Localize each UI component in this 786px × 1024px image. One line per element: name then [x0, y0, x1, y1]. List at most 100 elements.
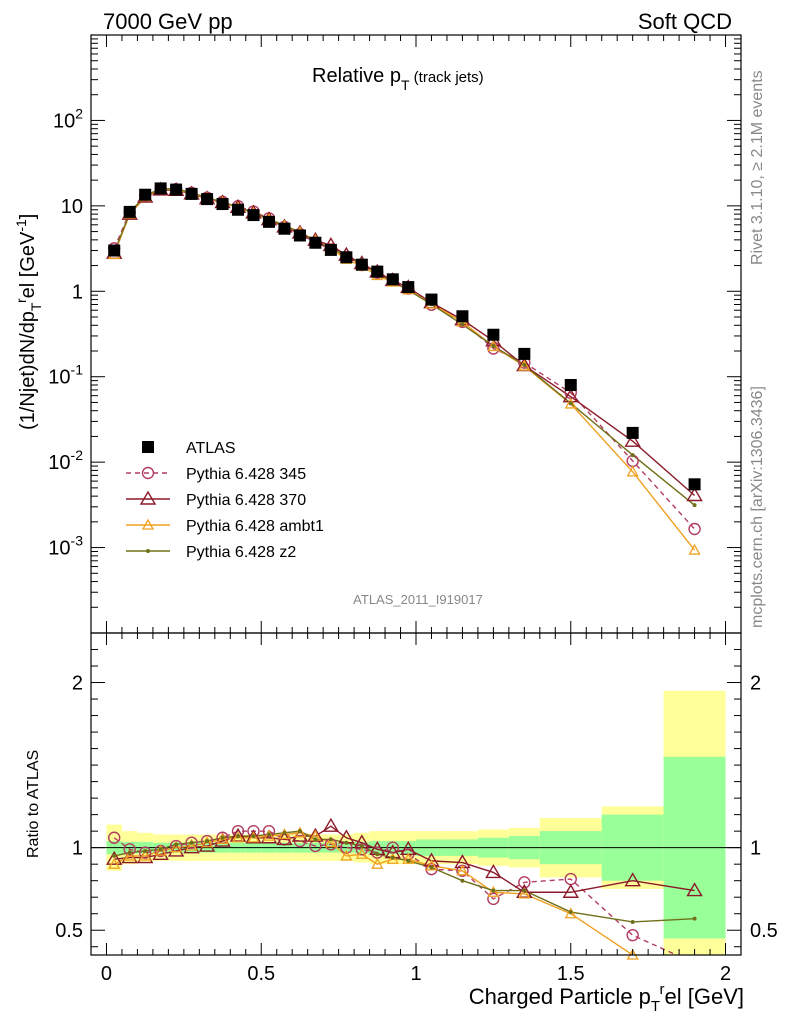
- atlas-point: [201, 193, 214, 206]
- mc-ratio-point: [456, 864, 469, 876]
- mc-ratio-point: [686, 882, 703, 897]
- legend: ATLAS Pythia 6.428 345 Pythia 6.428 370 Pyt…: [126, 440, 324, 561]
- mc-line-main: [113, 188, 696, 506]
- y-tick-label: 10-3: [48, 533, 83, 560]
- mc-point: [692, 503, 697, 508]
- atlas-point: [247, 209, 260, 222]
- mc-ratio-point: [386, 852, 399, 864]
- ratio-y-tick-label-right: 2: [750, 673, 761, 695]
- atlas-point: [185, 187, 198, 200]
- legend-label: Pythia 6.428 ambt1: [186, 518, 324, 535]
- atlas-point: [154, 182, 167, 195]
- x-tick-label: 1: [410, 963, 421, 985]
- mc-point: [624, 432, 641, 447]
- mc-ratio-point: [105, 850, 123, 865]
- x-tick-label: 0.5: [247, 963, 275, 985]
- mc-ratio-point: [154, 844, 167, 856]
- rivet-label: Rivet 3.1.10, ≥ 2.1M events: [749, 70, 766, 265]
- x-tick-label: 1.5: [557, 963, 585, 985]
- mc-point: [460, 322, 465, 327]
- mc-ratio-point: [355, 843, 369, 856]
- atlas-point: [309, 236, 322, 249]
- atlas-point: [518, 347, 531, 360]
- mc-point: [686, 487, 703, 502]
- legend-marker: [141, 518, 155, 530]
- ratio-frame: [90, 632, 742, 956]
- atlas-point: [123, 205, 136, 218]
- atlas-point: [402, 281, 415, 294]
- mc-point: [518, 359, 531, 371]
- mc-ratio-point: [313, 837, 318, 842]
- mc-point: [564, 397, 577, 409]
- y-axis-label: (1/Njet)dN/dpTrel [GeV-1]: [13, 214, 44, 430]
- y-tick-label: 1: [72, 281, 83, 303]
- mc-ratio-point: [406, 858, 411, 863]
- mc-ratio-point: [568, 910, 573, 915]
- mc-point: [568, 401, 573, 406]
- mc-ratio-point: [200, 836, 214, 848]
- mc-ratio-point: [112, 853, 117, 858]
- legend-marker: [146, 549, 150, 553]
- mc-ratio-point: [189, 840, 194, 845]
- legend-label: Pythia 6.428 370: [186, 492, 306, 509]
- mc-ratio-point: [344, 840, 349, 845]
- header-right: Soft QCD: [638, 9, 732, 34]
- atlas-point: [108, 244, 121, 257]
- mc-ratio-point: [429, 865, 434, 870]
- x-tick-label: 2: [720, 963, 731, 985]
- ratio-y-tick-label: 2: [72, 673, 83, 695]
- mc-ratio-point: [402, 852, 415, 864]
- mc-ratio-point: [170, 841, 183, 853]
- mc-ratio-point: [485, 864, 502, 879]
- mc-ratio-point: [626, 928, 639, 942]
- atlas-point: [232, 203, 245, 216]
- mc-ratio-point: [355, 847, 368, 859]
- mc-ratio-point: [205, 839, 210, 844]
- legend-label: Pythia 6.428 345: [186, 466, 306, 483]
- legend-label: Pythia 6.428 z2: [186, 544, 296, 561]
- mc-ratio-point: [390, 855, 395, 860]
- mc-ratio-point: [425, 862, 438, 876]
- mc-ratio-point: [516, 883, 533, 898]
- uncertainty-bands: [106, 690, 726, 955]
- data-points: [105, 181, 703, 960]
- mc-ratio-point: [266, 832, 271, 837]
- y-tick-label: 10: [61, 196, 83, 218]
- mc-point: [626, 465, 639, 477]
- mc-ratio-point: [123, 849, 136, 861]
- atlas-point: [355, 258, 368, 271]
- atlas-point: [324, 243, 337, 256]
- mc-ratio-point: [262, 829, 276, 841]
- mc-ratio-point: [143, 848, 148, 853]
- mc-ratio-point: [460, 878, 465, 883]
- mc-ratio-point: [487, 885, 500, 897]
- atlas-point: [170, 183, 183, 196]
- mc-ratio-point: [245, 829, 262, 844]
- mc-ratio-point: [216, 833, 229, 845]
- mc-ratio-point: [185, 839, 198, 851]
- legend-marker: [142, 441, 154, 453]
- mc-ratio-point: [282, 830, 287, 835]
- atlas-point: [487, 328, 500, 341]
- mc-ratio-point: [454, 854, 471, 869]
- ratio-y-tick-label: 0.5: [55, 920, 83, 942]
- mc-ratio-point: [127, 850, 132, 855]
- y-tick-label: 10-2: [48, 447, 83, 474]
- mc-ratio-point: [123, 843, 136, 856]
- mc-ratio-point: [624, 872, 641, 887]
- analysis-id: ATLAS_2011_I919017: [353, 592, 483, 607]
- mc-ratio-point: [328, 837, 333, 842]
- header-left: 7000 GeV pp: [103, 9, 233, 34]
- mc-ratio-point: [108, 857, 121, 869]
- mc-ratio-point: [229, 827, 247, 842]
- x-tick-label: 0: [101, 963, 112, 985]
- atlas-point: [293, 229, 306, 242]
- legend-marker: [141, 466, 155, 480]
- ratio-y-axis-label: Ratio to ATLAS: [25, 750, 42, 858]
- axis-ticks: 0 0.5 1 1.5 2 10-3 10-2 10-1 1 10 102 0.5 0.5 1 1 2 2: [48, 35, 778, 985]
- mc-ratio-point: [174, 842, 179, 847]
- atlas-point: [216, 198, 229, 211]
- mc-point: [491, 343, 496, 348]
- mc-ratio-point: [236, 834, 241, 839]
